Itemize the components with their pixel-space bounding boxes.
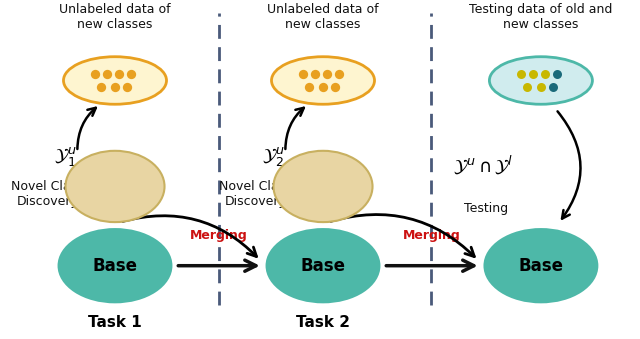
Ellipse shape	[63, 57, 166, 104]
Point	[333, 71, 344, 76]
Ellipse shape	[65, 151, 164, 222]
Text: Merging: Merging	[403, 230, 461, 242]
Text: $\mathcal{Y}_1^u$: $\mathcal{Y}_1^u$	[54, 145, 77, 168]
Text: Testing: Testing	[465, 202, 509, 215]
Point	[522, 85, 532, 90]
Text: Novel Class
Discovery: Novel Class Discovery	[12, 180, 84, 208]
Point	[540, 71, 550, 76]
Text: Base: Base	[301, 257, 346, 275]
Ellipse shape	[271, 57, 374, 104]
Text: $\mathcal{Y}_2^u$: $\mathcal{Y}_2^u$	[262, 145, 285, 168]
Text: Unlabeled data of
new classes: Unlabeled data of new classes	[59, 3, 171, 31]
Point	[125, 71, 136, 76]
Point	[310, 71, 320, 76]
Point	[528, 71, 538, 76]
Ellipse shape	[58, 228, 172, 303]
Point	[552, 71, 562, 76]
Point	[322, 71, 332, 76]
Text: Base: Base	[93, 257, 138, 275]
Ellipse shape	[490, 57, 593, 104]
Text: $\mathcal{Y}^u \cap \mathcal{Y}^l$: $\mathcal{Y}^u \cap \mathcal{Y}^l$	[453, 153, 514, 176]
Text: Base: Base	[518, 257, 563, 275]
Point	[330, 85, 340, 90]
Point	[548, 85, 558, 90]
Point	[110, 85, 120, 90]
Point	[536, 85, 546, 90]
Ellipse shape	[273, 151, 372, 222]
Text: Task 1: Task 1	[88, 315, 142, 330]
Text: Unlabeled data of
new classes: Unlabeled data of new classes	[267, 3, 379, 31]
Text: Novel Class
Discovery: Novel Class Discovery	[220, 180, 292, 208]
Point	[318, 85, 328, 90]
Ellipse shape	[483, 228, 598, 303]
Text: Novel: Novel	[299, 179, 348, 194]
Point	[114, 71, 124, 76]
Text: Testing data of old and
new classes: Testing data of old and new classes	[469, 3, 612, 31]
Point	[298, 71, 308, 76]
Point	[122, 85, 132, 90]
Point	[304, 85, 314, 90]
Point	[516, 71, 526, 76]
Text: Merging: Merging	[190, 230, 248, 242]
Ellipse shape	[266, 228, 380, 303]
Text: Task 2: Task 2	[296, 315, 350, 330]
Point	[90, 71, 100, 76]
Point	[96, 85, 106, 90]
Point	[102, 71, 112, 76]
Text: Novel: Novel	[91, 179, 140, 194]
